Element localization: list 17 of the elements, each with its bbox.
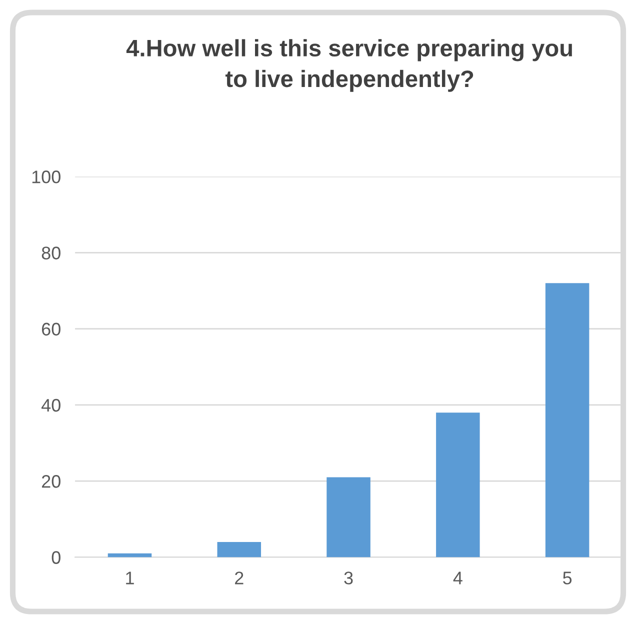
- y-tick-label: 0: [52, 551, 60, 564]
- bar: [326, 477, 370, 558]
- x-tick-label: 1: [126, 572, 134, 584]
- bar: [217, 542, 262, 558]
- y-tick-label: 80: [42, 246, 60, 260]
- bar: [436, 412, 480, 558]
- x-tick-label: 3: [344, 572, 353, 584]
- x-tick-label: 2: [235, 572, 244, 584]
- x-tick-label: 4: [453, 572, 462, 584]
- y-tick-label: 60: [42, 322, 60, 336]
- x-tick-label: 5: [563, 572, 572, 584]
- chart-title: 4.How well is this service preparing you to live independently?: [126, 39, 572, 92]
- y-tick-label: 20: [42, 475, 60, 488]
- y-tick-label: 40: [41, 398, 60, 412]
- bar: [108, 553, 152, 558]
- bar: [545, 283, 590, 558]
- y-tick-label: 100: [32, 170, 60, 184]
